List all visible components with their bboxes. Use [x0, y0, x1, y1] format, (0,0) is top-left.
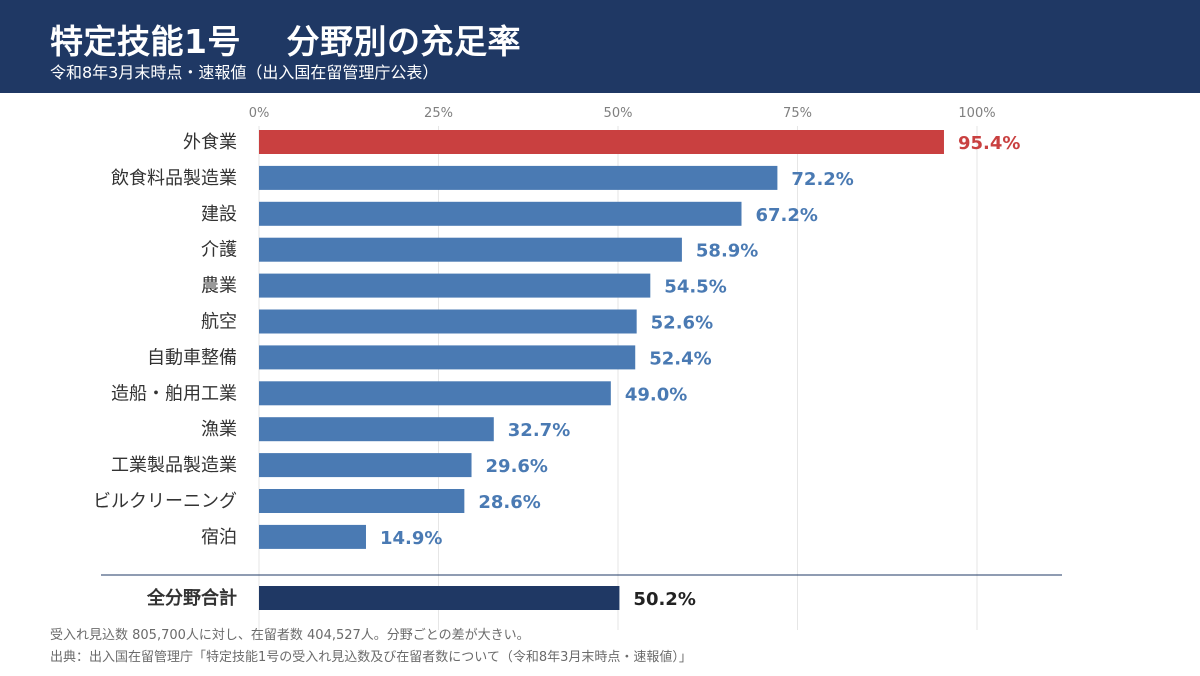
value-label: 67.2% — [755, 205, 817, 226]
page-title: 特定技能1号 分野別の充足率 — [50, 22, 521, 61]
category-label: 工業製品製造業 — [111, 455, 237, 476]
bar — [259, 345, 636, 370]
value-label: 95.4% — [958, 133, 1020, 154]
category-label: 介護 — [201, 240, 237, 261]
value-label: 52.4% — [649, 348, 711, 369]
bar — [259, 165, 778, 190]
category-label: 農業 — [201, 276, 237, 297]
chart-bars: 外食業 95.4% 飲食料品製造業 72.2% 建設 67.2% 介護 58.9% 農業 54.5… — [93, 130, 1020, 549]
category-label: 航空 — [201, 312, 237, 333]
value-label: 32.7% — [508, 420, 570, 441]
category-label: ビルクリーニング — [93, 491, 237, 512]
chart-gridlines — [258, 126, 978, 630]
value-label: 58.9% — [696, 241, 758, 262]
value-label: 29.6% — [486, 456, 548, 477]
value-label: 28.6% — [478, 492, 540, 513]
category-label: 建設 — [201, 204, 237, 225]
page-subtitle: 令和8年3月末時点・速報値（出入国在留管理庁公表） — [50, 63, 439, 82]
bar — [259, 524, 366, 549]
bar — [259, 489, 465, 513]
total-value-label: 50.2% — [633, 589, 695, 610]
category-label: 飲食料品製造業 — [111, 168, 237, 189]
x-tick-label: 25% — [424, 106, 453, 121]
x-tick-label: 0% — [249, 106, 270, 121]
bar — [259, 273, 651, 298]
bar — [259, 417, 494, 442]
category-label: 漁業 — [201, 419, 237, 440]
source-citation: 出典：出入国在留管理庁「特定技能1号の受入れ見込数及び在留者数について（令和8年… — [50, 650, 692, 665]
bar — [259, 130, 944, 154]
footnote: 受入れ見込数 805,700人に対し、在留者数 404,527人。分野ごとの差が… — [50, 628, 530, 643]
category-label: 造船・舶用工業 — [111, 383, 237, 404]
total-category-label: 全分野合計 — [146, 587, 237, 609]
value-label: 49.0% — [625, 384, 687, 405]
total-row: 全分野合計 50.2% — [146, 586, 696, 610]
x-tick-label: 75% — [783, 106, 812, 121]
bar — [259, 201, 742, 226]
x-tick-label: 50% — [604, 106, 633, 121]
bar — [259, 381, 611, 406]
value-label: 54.5% — [664, 277, 726, 298]
bar — [259, 309, 637, 334]
x-tick-label: 100% — [958, 106, 995, 121]
header-banner: 特定技能1号 分野別の充足率 令和8年3月末時点・速報値（出入国在留管理庁公表） — [0, 0, 1200, 93]
value-label: 14.9% — [380, 528, 442, 549]
total-bar — [259, 586, 620, 610]
category-label: 外食業 — [183, 132, 237, 153]
bar — [259, 453, 472, 478]
bar — [259, 237, 682, 262]
category-label: 自動車整備 — [147, 347, 237, 368]
category-label: 宿泊 — [201, 527, 237, 548]
value-label: 72.2% — [791, 169, 853, 190]
x-axis-ticks: 0% 25% 50% 75% 100% — [249, 106, 996, 121]
value-label: 52.6% — [651, 313, 713, 334]
